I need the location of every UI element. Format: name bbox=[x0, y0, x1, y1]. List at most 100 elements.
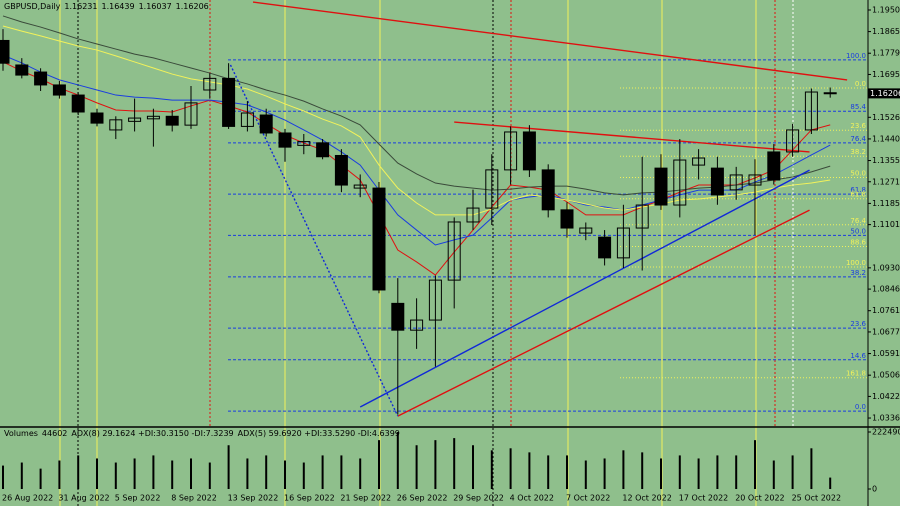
trendline bbox=[359, 169, 810, 408]
fib-label: 23.6 bbox=[850, 122, 866, 130]
y-tick-label: 1.14405 bbox=[872, 134, 900, 143]
fib-label: 100.0 bbox=[846, 259, 866, 267]
trendline bbox=[229, 64, 399, 417]
volume-header: Volumes 44602 ADX(8) 29.1624 +DI:30.3150 -… bbox=[4, 429, 400, 438]
candle-body bbox=[804, 91, 818, 131]
trendline bbox=[252, 1, 848, 81]
candle-body bbox=[748, 174, 762, 186]
x-tick-label: 7 Oct 2022 bbox=[566, 494, 610, 503]
candle-body bbox=[823, 92, 837, 95]
candle-body bbox=[334, 154, 348, 186]
chart-header: GBPUSD,Daily 1.16231 1.16439 1.16037 1.16206 bbox=[4, 2, 209, 11]
candle-body bbox=[447, 221, 461, 281]
x-tick-label: 26 Sep 2022 bbox=[397, 494, 448, 503]
x-tick-label: 26 Aug 2022 bbox=[2, 494, 53, 503]
x-tick-label: 20 Oct 2022 bbox=[735, 494, 784, 503]
moving-average bbox=[2, 61, 831, 276]
x-tick-label: 17 Oct 2022 bbox=[679, 494, 728, 503]
x-tick-label: 21 Sep 2022 bbox=[340, 494, 391, 503]
candle-body bbox=[90, 112, 104, 124]
candle-body bbox=[165, 115, 179, 126]
candle-body bbox=[635, 204, 649, 229]
x-tick-label: 4 Oct 2022 bbox=[510, 494, 554, 503]
candle-body bbox=[598, 236, 612, 259]
y-tick-label: 1.19505 bbox=[872, 5, 900, 14]
candle-body bbox=[240, 112, 254, 127]
y-tick-label: 1.13550 bbox=[872, 156, 900, 165]
candle-body bbox=[353, 184, 367, 189]
trendline bbox=[454, 121, 810, 153]
y-tick-label: 0 bbox=[872, 485, 877, 494]
candle-body bbox=[52, 84, 66, 96]
volume-header-value: Volumes bbox=[4, 429, 38, 438]
candle-body bbox=[71, 94, 85, 113]
y-tick-label: 1.17795 bbox=[872, 49, 900, 58]
moving-average bbox=[2, 15, 831, 196]
candle-body bbox=[579, 227, 593, 234]
candle-body bbox=[0, 39, 10, 64]
y-tick-label: 1.16955 bbox=[872, 70, 900, 79]
candle-body bbox=[15, 64, 29, 76]
candle-body bbox=[560, 209, 574, 229]
volume-header-value: ADX(8) 29.1624 +DI:30.3150 -DI:7.3239 bbox=[71, 429, 233, 438]
y-tick-label: 1.04220 bbox=[872, 392, 900, 401]
fib-label: 100.0 bbox=[846, 52, 866, 60]
candle-body bbox=[146, 115, 160, 120]
y-tick-label: 1.03365 bbox=[872, 414, 900, 423]
volume-header-value: ADX(5) 59.6920 +DI:33.5290 -DI:4.6399 bbox=[238, 429, 400, 438]
candle-body bbox=[316, 142, 330, 158]
x-tick-label: 25 Oct 2022 bbox=[792, 494, 841, 503]
candle-body bbox=[654, 167, 668, 206]
header-value: 1.16231 bbox=[64, 2, 97, 11]
x-tick-label: 12 Oct 2022 bbox=[622, 494, 671, 503]
candle-body bbox=[184, 102, 198, 126]
fib-label: 61.8 bbox=[850, 191, 866, 199]
y-tick-label: 1.15260 bbox=[872, 113, 900, 122]
header-value: 1.16037 bbox=[139, 2, 172, 11]
y-tick-label: 1.05060 bbox=[872, 371, 900, 380]
candle-body bbox=[616, 227, 630, 259]
fib-label: 0.0 bbox=[855, 80, 866, 88]
fib-label: 76.4 bbox=[850, 135, 866, 143]
y-tick-label: 1.12710 bbox=[872, 177, 900, 186]
candle-body bbox=[522, 131, 536, 171]
header-value: 1.16206 bbox=[176, 2, 209, 11]
current-price-box bbox=[868, 88, 900, 99]
volume-header-value: 44602 bbox=[42, 429, 67, 438]
y-tick-label: 222490 bbox=[872, 428, 900, 437]
candle-body bbox=[541, 169, 555, 211]
x-tick-label: 13 Sep 2022 bbox=[228, 494, 279, 503]
y-tick-label: 1.08465 bbox=[872, 285, 900, 294]
fib-label: 161.8 bbox=[846, 370, 866, 378]
candle-body bbox=[710, 167, 724, 196]
candle-body bbox=[391, 302, 405, 331]
candle-body bbox=[203, 77, 217, 91]
header-value: 1.16439 bbox=[101, 2, 134, 11]
x-tick-label: 5 Sep 2022 bbox=[115, 494, 161, 503]
fib-label: 85.4 bbox=[850, 103, 866, 111]
y-tick-label: 1.18650 bbox=[872, 27, 900, 36]
candle-body bbox=[297, 141, 311, 146]
header-value: GBPUSD,Daily bbox=[4, 2, 61, 11]
moving-average bbox=[2, 25, 831, 216]
fib-label: 76.4 bbox=[850, 217, 866, 225]
candle-body bbox=[504, 131, 518, 171]
current-price-label: 1.16206 bbox=[870, 89, 900, 98]
fib-label: 88.6 bbox=[850, 238, 866, 246]
fib-label: 38.2 bbox=[850, 148, 866, 156]
fib-label: 61.8 bbox=[850, 186, 866, 194]
y-tick-label: 1.11015 bbox=[872, 220, 900, 229]
fib-label: 23.6 bbox=[850, 320, 866, 328]
candle-body bbox=[673, 159, 687, 206]
candle-body bbox=[466, 207, 480, 223]
x-tick-label: 8 Sep 2022 bbox=[171, 494, 217, 503]
candle-body bbox=[428, 279, 442, 321]
x-tick-label: 31 Aug 2022 bbox=[58, 494, 109, 503]
y-tick-label: 1.11855 bbox=[872, 199, 900, 208]
candle-body bbox=[109, 119, 123, 131]
candle-body bbox=[278, 132, 292, 148]
candle-body bbox=[692, 157, 706, 166]
moving-average bbox=[2, 54, 831, 246]
fib-label: 38.2 bbox=[850, 269, 866, 277]
